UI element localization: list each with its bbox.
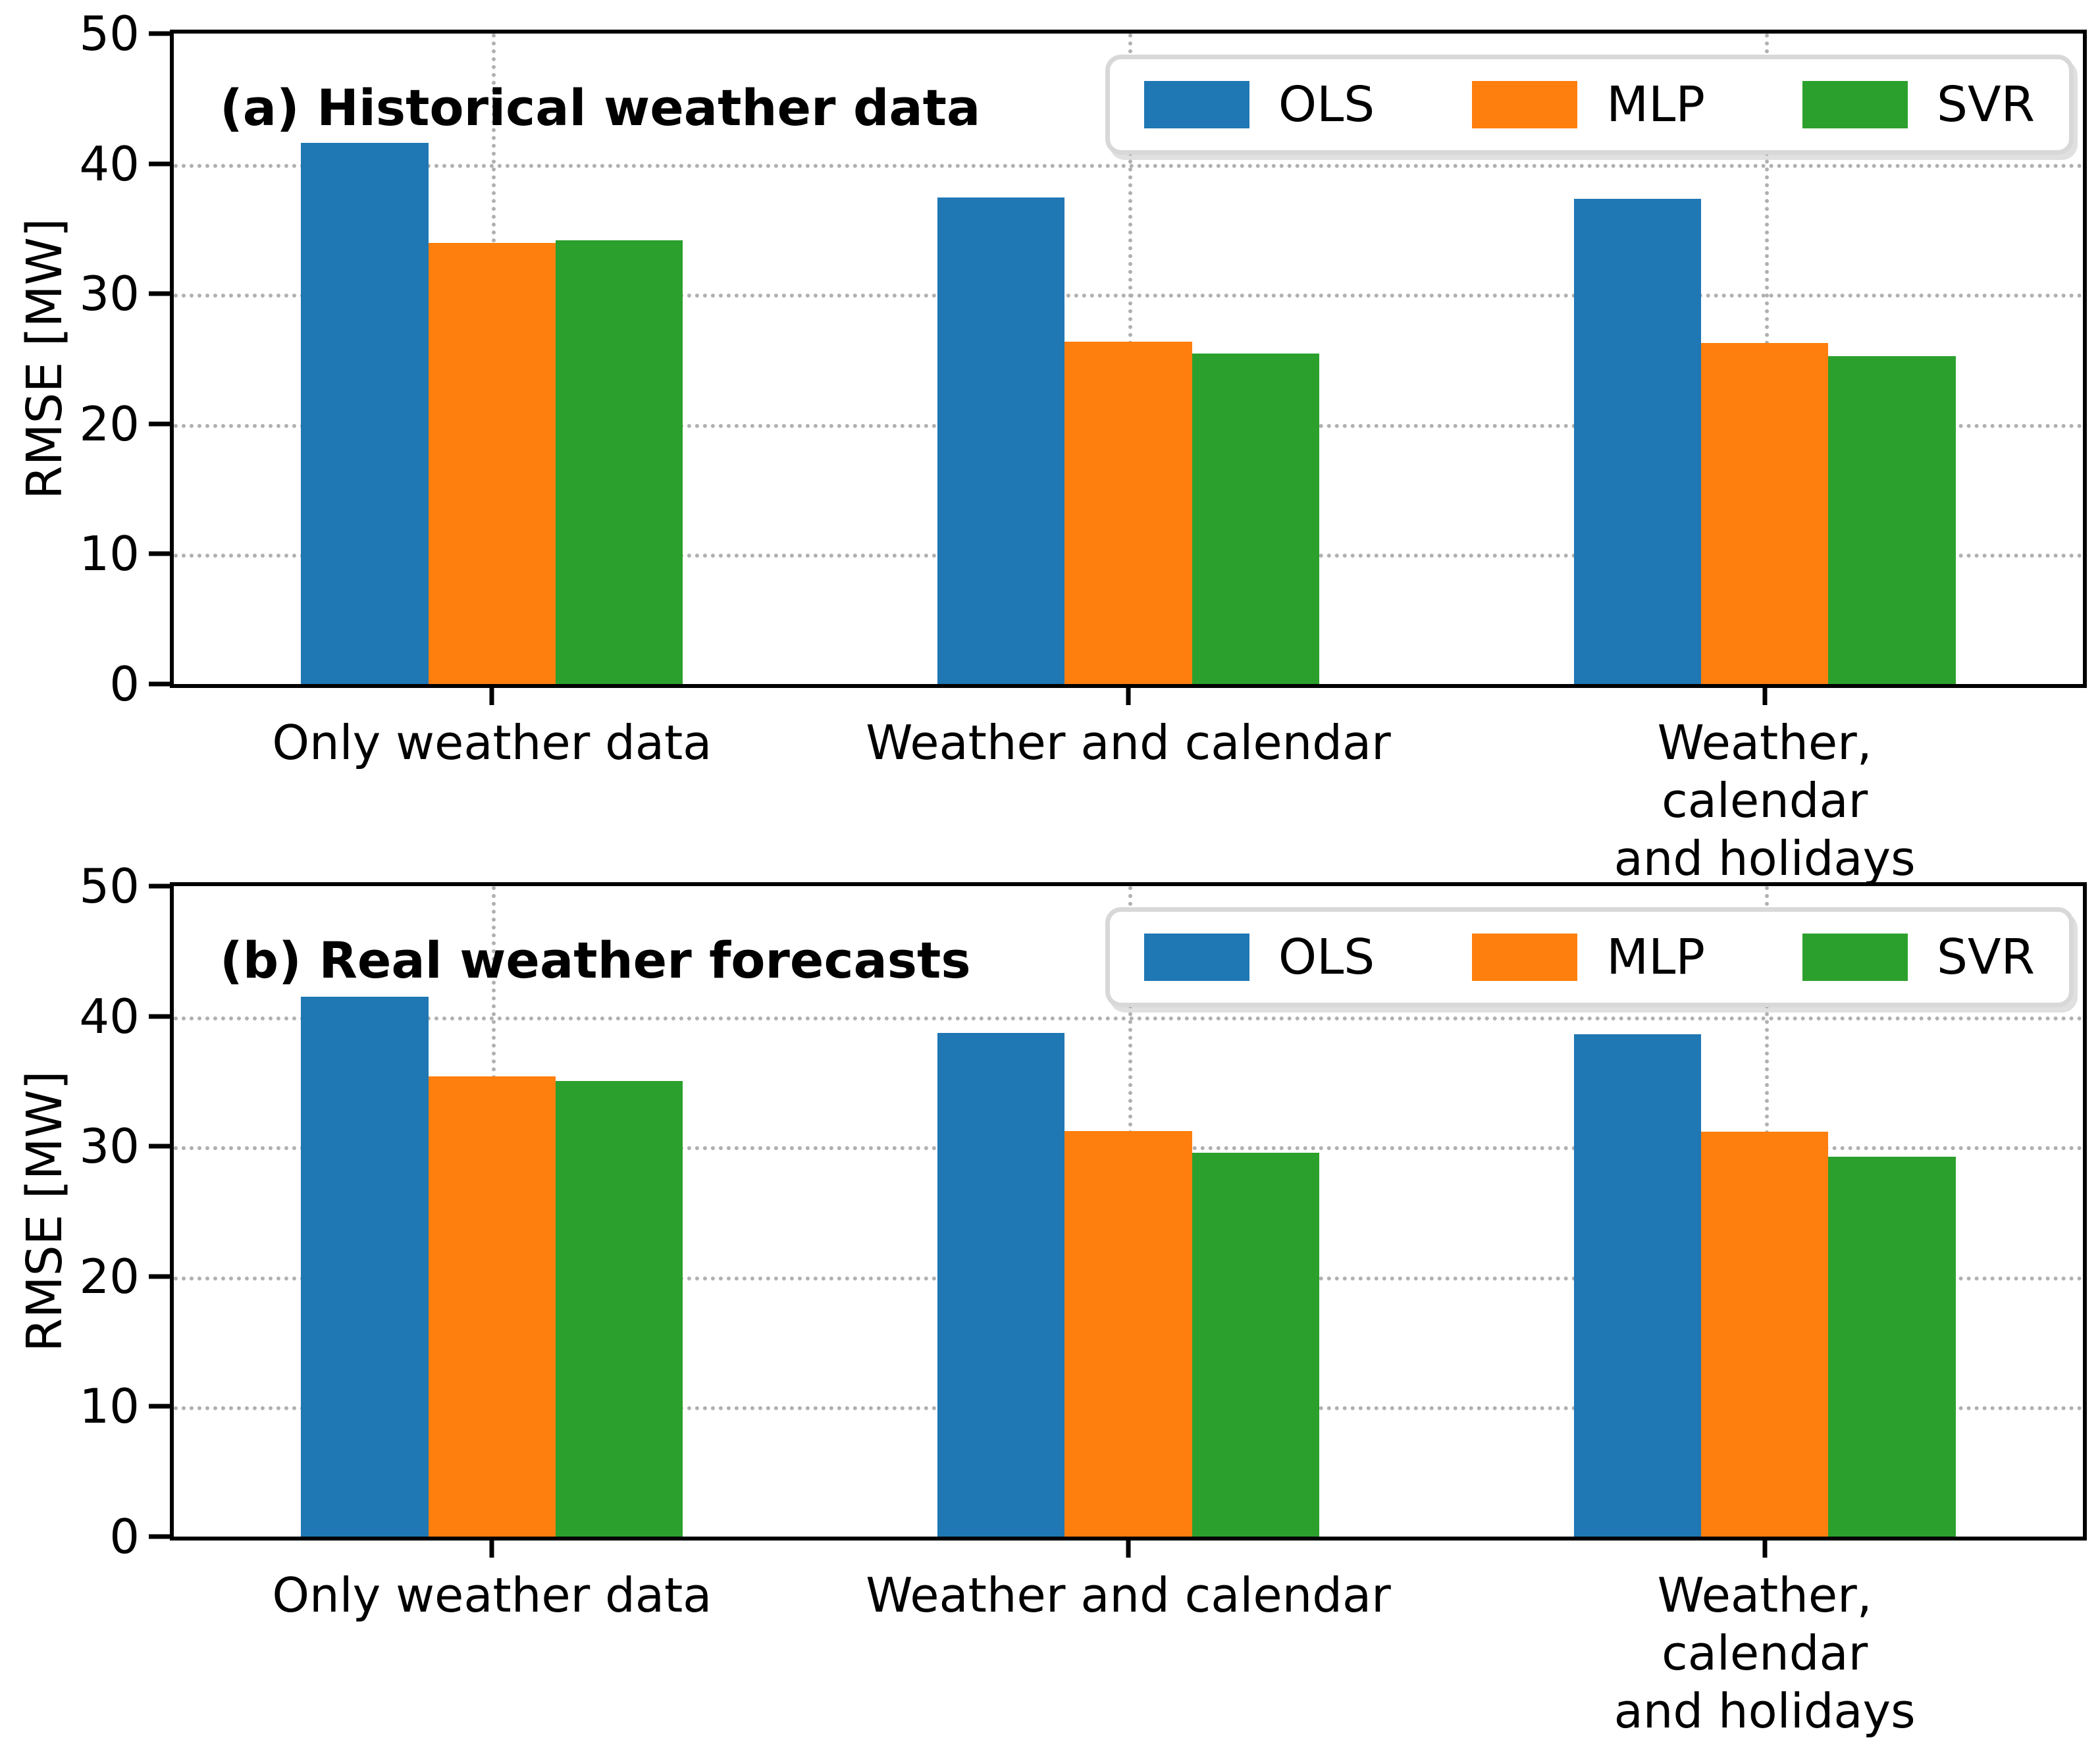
legend-item-svr: SVR (1802, 933, 2035, 982)
y-tick-label: 50 (79, 6, 140, 61)
legend-swatch-svr-icon (1802, 934, 1908, 981)
legend-item-ols: OLS (1143, 929, 1375, 986)
bar-ols-group2 (937, 1033, 1065, 1537)
legend-label-mlp: MLP (1606, 76, 1705, 133)
y-tick (149, 883, 170, 889)
legend-swatch-mlp-icon (1472, 81, 1578, 128)
x-tick (489, 1541, 494, 1558)
plot-area-panel-a: RMSE [MW] (a) Historical weather data OL… (16, 10, 2087, 886)
legend-item-ols: OLS (1143, 76, 1375, 133)
y-tick (149, 1144, 170, 1149)
bar-svr-group1 (556, 240, 683, 684)
y-tick (149, 681, 170, 687)
x-tick (1126, 688, 1131, 705)
x-tick (489, 688, 494, 705)
y-tick-label: 10 (79, 1379, 140, 1435)
y-tick-label: 30 (79, 266, 140, 322)
bar-mlp-group1 (428, 1076, 556, 1537)
legend-swatch-ols-icon (1143, 81, 1249, 128)
bar-ols-group3 (1573, 1034, 1701, 1537)
x-tick-label: Weather, calendar and holidays (1614, 715, 1916, 886)
legend-label-ols: OLS (1278, 929, 1375, 986)
bar-mlp-group3 (1701, 1132, 1829, 1537)
y-axis-label: RMSE [MW] (16, 1070, 73, 1352)
y-tick-label: 20 (79, 396, 140, 452)
y-tick-label: 20 (79, 1248, 140, 1304)
bar-svr-group3 (1828, 1157, 1956, 1537)
bar-ols-group1 (301, 996, 429, 1537)
y-tick (149, 31, 170, 36)
y-tick-label: 0 (109, 1509, 140, 1564)
legend-item-mlp: MLP (1472, 80, 1705, 129)
legend-label-ols: OLS (1278, 76, 1375, 133)
y-tick (149, 551, 170, 556)
x-tick (1762, 1541, 1768, 1558)
bar-ols-group3 (1573, 198, 1701, 684)
legend-label-svr: SVR (1936, 929, 2035, 986)
y-tick-label: 10 (79, 526, 140, 582)
bar-mlp-group2 (1064, 1130, 1192, 1537)
y-tick (149, 1534, 170, 1539)
figure: RMSE [MW] (a) Historical weather data OL… (16, 10, 2087, 1739)
bar-svr-group1 (556, 1081, 683, 1537)
legend-swatch-ols-icon (1143, 934, 1249, 981)
y-tick (149, 291, 170, 296)
legend: OLS MLP SVR (1105, 907, 2074, 1007)
y-tick (149, 1404, 170, 1409)
y-axis-label: RMSE [MW] (16, 218, 73, 500)
plot-area-panel-b: RMSE [MW] (b) Real weather forecasts OLS… (16, 862, 2087, 1739)
y-tick (149, 1274, 170, 1279)
x-tick (1126, 1541, 1131, 1558)
x-tick-label: Only weather data (272, 1568, 712, 1623)
x-tick (1762, 688, 1768, 705)
y-tick (149, 161, 170, 167)
bar-mlp-group1 (428, 243, 556, 684)
legend-label-mlp: MLP (1606, 929, 1705, 986)
legend-label-svr: SVR (1936, 76, 2035, 133)
bar-svr-group2 (1192, 1153, 1319, 1537)
legend-item-mlp: MLP (1472, 933, 1705, 982)
bar-svr-group2 (1192, 354, 1319, 684)
bar-mlp-group2 (1064, 342, 1192, 684)
legend-swatch-svr-icon (1802, 81, 1908, 128)
y-tick-label: 50 (79, 858, 140, 914)
bar-ols-group1 (301, 142, 429, 684)
y-tick (149, 1014, 170, 1019)
legend-swatch-mlp-icon (1472, 934, 1578, 981)
panel-a-title: (a) Historical weather data (220, 78, 981, 137)
x-tick-label: Only weather data (272, 715, 712, 770)
y-tick-label: 30 (79, 1119, 140, 1174)
y-tick-label: 0 (109, 656, 140, 712)
panel-b-title: (b) Real weather forecasts (220, 931, 971, 989)
legend: OLS MLP SVR (1105, 55, 2074, 155)
y-tick (149, 421, 170, 427)
bar-ols-group2 (937, 197, 1065, 684)
y-tick-label: 40 (79, 988, 140, 1044)
legend-item-svr: SVR (1802, 80, 2035, 129)
bar-svr-group3 (1828, 356, 1956, 684)
x-tick-label: Weather and calendar (866, 715, 1391, 770)
y-tick-label: 40 (79, 136, 140, 192)
bar-mlp-group3 (1701, 343, 1829, 684)
x-tick-label: Weather and calendar (866, 1568, 1391, 1623)
x-tick-label: Weather, calendar and holidays (1614, 1568, 1916, 1739)
